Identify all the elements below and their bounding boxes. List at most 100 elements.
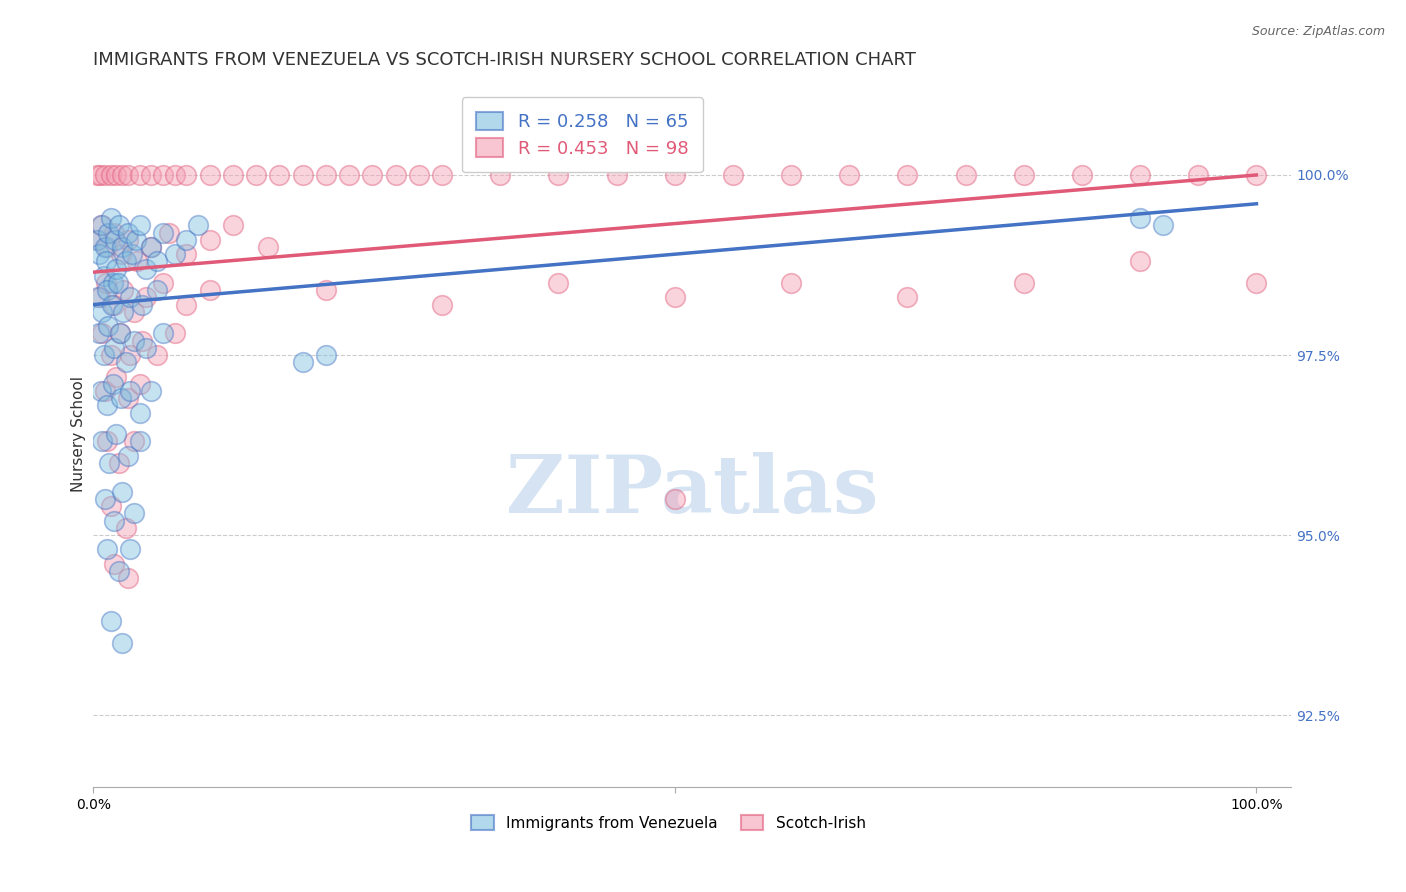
Point [103, 226, 125, 240]
Point [152, 326, 174, 341]
Point [100, 500, 122, 514]
Point [361, 168, 384, 182]
Point [107, 456, 129, 470]
Point [120, 290, 142, 304]
Point [114, 355, 136, 369]
Point [838, 168, 860, 182]
Point [111, 168, 134, 182]
Point [1071, 168, 1094, 182]
Point [117, 571, 139, 585]
Point [112, 283, 135, 297]
Point [122, 507, 145, 521]
Point [111, 484, 134, 499]
Point [174, 297, 197, 311]
Point [94, 491, 117, 506]
Point [163, 326, 186, 341]
Point [430, 168, 453, 182]
Point [1012, 168, 1035, 182]
Point [117, 391, 139, 405]
Point [94, 168, 117, 182]
Point [120, 384, 142, 398]
Point [146, 283, 169, 297]
Point [141, 384, 163, 398]
Point [117, 168, 139, 182]
Point [152, 276, 174, 290]
Text: IMMIGRANTS FROM VENEZUELA VS SCOTCH-IRISH NURSERY SCHOOL CORRELATION CHART: IMMIGRANTS FROM VENEZUELA VS SCOTCH-IRIS… [93, 51, 917, 69]
Point [108, 326, 131, 341]
Point [104, 233, 127, 247]
Point [96, 240, 118, 254]
Point [96, 542, 118, 557]
Point [174, 168, 197, 182]
Point [291, 355, 314, 369]
Point [110, 247, 132, 261]
Point [100, 211, 122, 226]
Point [114, 254, 136, 268]
Point [664, 290, 686, 304]
Legend: Immigrants from Venezuela, Scotch-Irish: Immigrants from Venezuela, Scotch-Irish [458, 803, 877, 843]
Point [135, 261, 157, 276]
Point [94, 384, 117, 398]
Point [269, 168, 291, 182]
Point [174, 233, 197, 247]
Point [1129, 168, 1152, 182]
Point [146, 254, 169, 268]
Text: Source: ZipAtlas.com: Source: ZipAtlas.com [1251, 25, 1385, 38]
Point [245, 168, 267, 182]
Point [117, 233, 139, 247]
Point [128, 219, 150, 233]
Point [128, 406, 150, 420]
Point [489, 168, 512, 182]
Point [91, 305, 114, 319]
Point [90, 384, 112, 398]
Point [222, 168, 245, 182]
Point [120, 542, 142, 557]
Y-axis label: Nursery School: Nursery School [72, 376, 86, 492]
Point [131, 297, 153, 311]
Point [128, 168, 150, 182]
Point [86, 168, 108, 182]
Point [163, 247, 186, 261]
Point [107, 276, 129, 290]
Point [93, 348, 115, 362]
Point [664, 168, 686, 182]
Point [141, 168, 163, 182]
Point [664, 491, 686, 506]
Point [256, 240, 278, 254]
Point [87, 247, 110, 261]
Point [100, 615, 122, 629]
Point [117, 449, 139, 463]
Point [125, 233, 148, 247]
Point [384, 168, 406, 182]
Point [111, 636, 134, 650]
Point [101, 297, 124, 311]
Point [90, 219, 112, 233]
Point [157, 226, 180, 240]
Point [315, 348, 337, 362]
Point [141, 240, 163, 254]
Point [105, 369, 128, 384]
Point [94, 254, 117, 268]
Point [103, 514, 125, 528]
Point [337, 168, 360, 182]
Point [135, 341, 157, 355]
Point [93, 268, 115, 283]
Point [122, 305, 145, 319]
Point [122, 434, 145, 449]
Point [291, 168, 314, 182]
Point [1152, 219, 1174, 233]
Point [87, 233, 110, 247]
Point [94, 240, 117, 254]
Point [141, 240, 163, 254]
Point [105, 168, 128, 182]
Point [101, 376, 124, 391]
Point [117, 226, 139, 240]
Point [110, 391, 132, 405]
Point [86, 233, 108, 247]
Point [315, 168, 337, 182]
Point [198, 233, 221, 247]
Point [128, 434, 150, 449]
Point [101, 276, 124, 290]
Point [87, 326, 110, 341]
Point [1129, 211, 1152, 226]
